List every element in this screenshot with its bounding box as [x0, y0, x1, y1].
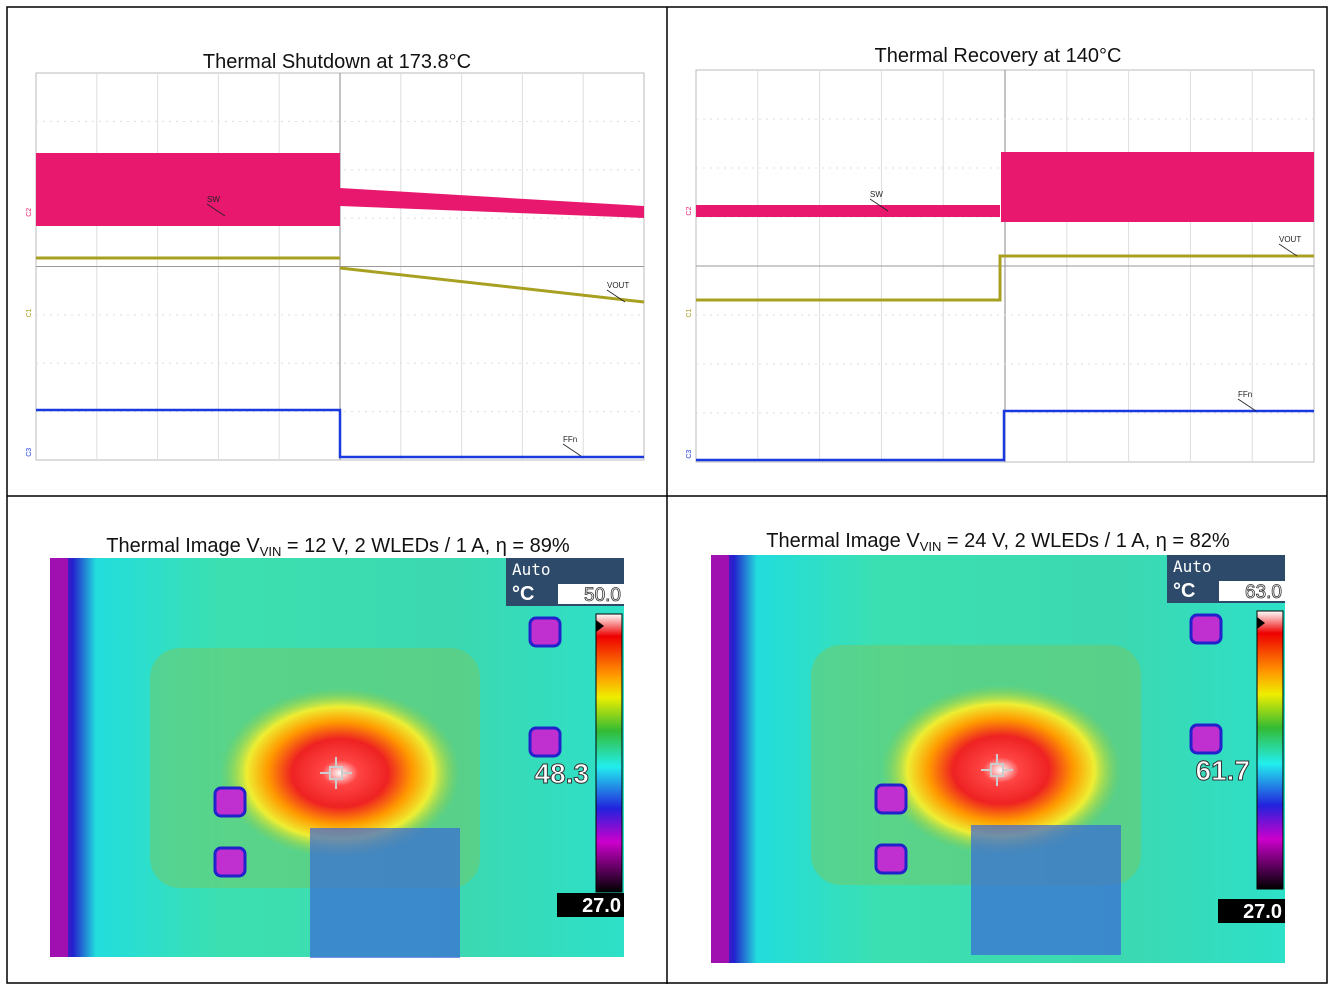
spot-value: 61.7	[1196, 755, 1251, 786]
trace-label: VOUT	[607, 281, 629, 290]
scale-max: 63.0	[1245, 582, 1282, 603]
hot-pad	[528, 726, 562, 758]
cool-strip	[711, 555, 729, 963]
title-subscript: VIN	[920, 539, 942, 554]
scale-min: 27.0	[1243, 901, 1282, 923]
scale-max: 50.0	[584, 585, 621, 606]
panel-title: Thermal Image VVIN = 24 V, 2 WLEDs / 1 A…	[766, 530, 1230, 554]
channel-label: C2	[686, 207, 693, 216]
thermal-panel: Thermal Image VVIN = 24 V, 2 WLEDs / 1 A…	[711, 530, 1285, 963]
hot-pad	[213, 786, 247, 818]
channel-label: C1	[26, 308, 33, 317]
color-bar	[1256, 610, 1284, 890]
hot-pad	[213, 846, 247, 878]
title-text: = 24 V, 2 WLEDs / 1 A, η = 82%	[941, 530, 1230, 552]
bar-pointer	[1257, 617, 1265, 629]
vout-trace	[696, 254, 1314, 302]
unit-label: °C	[1173, 580, 1195, 602]
scope-panel: Thermal Shutdown at 173.8°C SW VOUT FFn C2 C…	[26, 51, 645, 461]
min-box	[557, 893, 624, 917]
label-leader	[606, 289, 626, 303]
sw-trace	[696, 152, 1314, 222]
label-leader	[869, 198, 889, 212]
trace-label: FFn	[563, 435, 577, 444]
bar-pointer	[596, 620, 604, 632]
hot-pad	[1189, 613, 1223, 645]
label-leader	[206, 203, 226, 217]
channel-label: C3	[686, 450, 693, 459]
hot-pad	[874, 843, 908, 875]
min-box	[1218, 899, 1285, 923]
trace-label: VOUT	[1279, 235, 1301, 244]
label-leader	[562, 443, 582, 457]
hot-pad	[1189, 723, 1223, 755]
channel-label: C2	[26, 208, 33, 217]
thermal-panel: Thermal Image VVIN = 12 V, 2 WLEDs / 1 A…	[50, 535, 624, 958]
spot-value: 48.3	[535, 758, 590, 789]
trace-label: SW	[207, 195, 220, 204]
scale-min: 27.0	[582, 895, 621, 917]
panel-title: Thermal Shutdown at 173.8°C	[203, 51, 471, 73]
crosshair	[981, 754, 1013, 786]
mode-label: Auto	[1173, 557, 1212, 576]
sw-trace	[36, 153, 644, 226]
max-box	[1219, 581, 1285, 601]
trace-label: FFn	[1238, 390, 1252, 399]
ffn-trace	[36, 408, 644, 459]
label-leader	[1278, 243, 1298, 257]
scope-panel: Thermal Recovery at 140°C SW VOUT FFn C2 C1 C…	[686, 45, 1315, 463]
title-text: Thermal Image V	[766, 530, 920, 552]
vout-trace	[36, 256, 645, 304]
cool-region	[310, 828, 460, 958]
hot-pad	[528, 616, 562, 648]
hot-spot	[220, 688, 460, 858]
ffn-trace	[696, 409, 1314, 462]
trace-label: SW	[870, 190, 883, 199]
cool-strip	[50, 558, 68, 957]
color-bar	[595, 613, 623, 893]
channel-label: C1	[686, 308, 693, 317]
title-subscript: VIN	[260, 544, 282, 559]
hot-spot	[881, 685, 1121, 855]
crosshair	[320, 757, 352, 789]
cool-region	[971, 825, 1121, 955]
unit-label: °C	[512, 583, 534, 605]
panel-title: Thermal Image VVIN = 12 V, 2 WLEDs / 1 A…	[106, 535, 570, 559]
title-text: = 12 V, 2 WLEDs / 1 A, η = 89%	[281, 535, 570, 557]
channel-label: C3	[26, 448, 33, 457]
mode-label: Auto	[512, 560, 551, 579]
panel-title: Thermal Recovery at 140°C	[875, 45, 1122, 67]
title-text: Thermal Image V	[106, 535, 260, 557]
label-leader	[1237, 398, 1257, 412]
hot-pad	[874, 783, 908, 815]
max-box	[558, 584, 624, 604]
